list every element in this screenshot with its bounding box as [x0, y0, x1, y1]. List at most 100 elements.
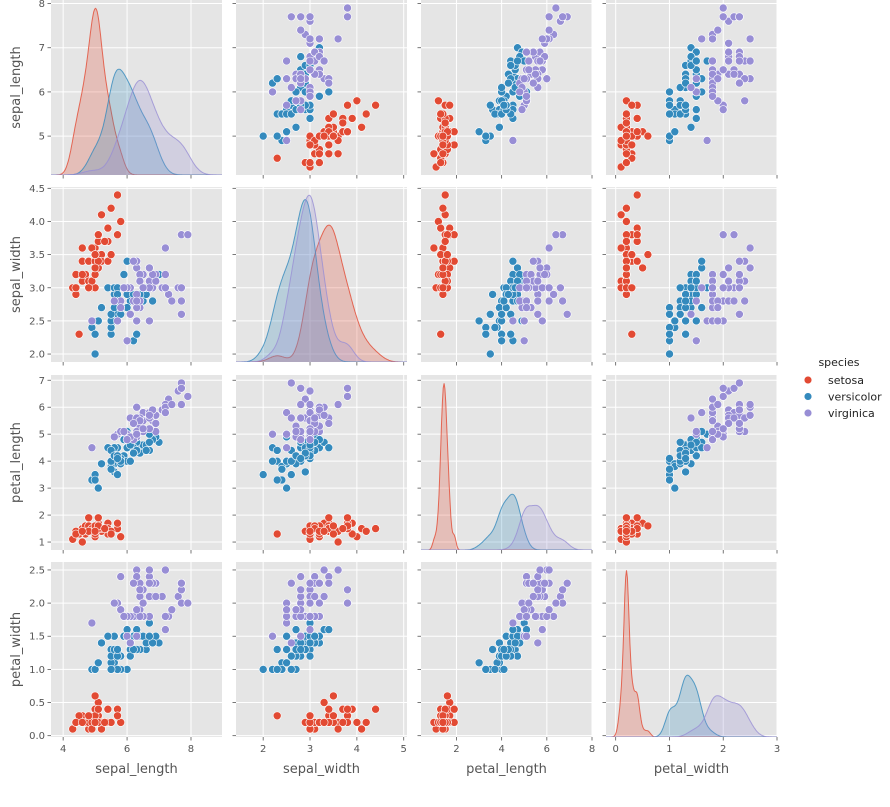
point-virginica — [138, 598, 148, 608]
panel-sepal_width-vs-sepal_width — [232, 187, 407, 366]
point-virginica — [702, 443, 712, 453]
x-tick-label: 2 — [720, 744, 726, 755]
point-setosa — [90, 263, 100, 273]
point-virginica — [522, 631, 531, 641]
point-setosa — [113, 711, 122, 721]
kde-line-virginica — [236, 194, 407, 362]
y-tick-label: 2 — [39, 511, 45, 522]
point-versicolor — [665, 475, 674, 485]
kde-line-setosa — [51, 7, 222, 175]
point-versicolor — [681, 454, 690, 463]
point-virginica — [315, 34, 324, 44]
point-virginica — [132, 402, 141, 412]
point-versicolor — [106, 464, 116, 474]
point-versicolor — [282, 127, 291, 136]
point-virginica — [177, 400, 186, 409]
point-virginica — [729, 383, 739, 393]
x-tick-label: 0 — [612, 744, 618, 755]
point-virginica — [282, 429, 291, 439]
point-virginica — [702, 136, 712, 145]
point-virginica — [724, 47, 733, 57]
point-versicolor — [481, 329, 491, 339]
point-virginica — [291, 605, 301, 615]
point-virginica — [544, 283, 554, 293]
point-setosa — [315, 149, 324, 159]
point-setosa — [324, 513, 334, 523]
point-setosa — [90, 718, 100, 727]
point-versicolor — [499, 296, 509, 306]
point-setosa — [315, 158, 324, 167]
point-virginica — [286, 638, 296, 648]
point-virginica — [718, 424, 728, 434]
point-virginica — [519, 336, 529, 346]
y-tick-label: 5 — [39, 132, 45, 143]
point-setosa — [90, 250, 100, 259]
point-virginica — [562, 578, 572, 588]
point-virginica — [132, 605, 141, 615]
point-virginica — [745, 34, 755, 44]
point-virginica — [718, 392, 728, 401]
point-setosa — [443, 691, 452, 701]
point-virginica — [531, 69, 540, 79]
point-setosa — [84, 711, 93, 721]
point-setosa — [632, 127, 642, 136]
point-setosa — [627, 250, 637, 259]
point-virginica — [542, 74, 552, 83]
point-versicolor — [665, 109, 674, 119]
y-tick-label: 8 — [39, 0, 45, 10]
point-virginica — [126, 309, 135, 319]
point-setosa — [78, 270, 87, 279]
legend-marker-virginica — [803, 408, 813, 418]
point-versicolor — [113, 470, 122, 479]
point-virginica — [745, 243, 755, 253]
point-virginica — [508, 316, 518, 326]
legend-label-virginica: virginica — [828, 407, 875, 420]
point-setosa — [622, 149, 631, 159]
point-setosa — [357, 123, 366, 132]
point-virginica — [122, 336, 132, 346]
x-tick-label: 4 — [354, 744, 360, 755]
point-virginica — [713, 74, 723, 83]
point-setosa — [622, 217, 631, 226]
point-versicolor — [258, 470, 268, 479]
point-setosa — [440, 237, 450, 246]
point-setosa — [84, 283, 93, 293]
point-virginica — [305, 34, 315, 44]
point-setosa — [627, 329, 637, 339]
point-setosa — [103, 704, 113, 714]
point-setosa — [338, 118, 348, 128]
point-virginica — [132, 429, 141, 439]
kde-line-virginica — [606, 695, 777, 737]
point-virginica — [161, 283, 170, 293]
point-versicolor — [675, 437, 685, 447]
panel-sepal_width-vs-petal_length — [417, 187, 593, 366]
panel-sepal_length-vs-sepal_length — [47, 0, 222, 179]
point-versicolor — [126, 456, 135, 466]
point-virginica — [528, 578, 538, 588]
point-setosa — [94, 230, 103, 239]
point-versicolor — [691, 105, 701, 114]
point-versicolor — [272, 665, 282, 674]
point-virginica — [282, 443, 291, 453]
point-virginica — [132, 296, 141, 306]
point-versicolor — [113, 454, 122, 463]
point-setosa — [94, 513, 103, 523]
point-versicolor — [508, 256, 518, 266]
point-virginica — [129, 256, 138, 266]
point-versicolor — [691, 56, 701, 66]
point-virginica — [697, 283, 707, 293]
point-virginica — [343, 3, 352, 13]
y-tick-label: 6 — [39, 87, 45, 98]
point-virginica — [296, 74, 306, 83]
point-virginica — [735, 283, 744, 293]
point-versicolor — [282, 645, 291, 654]
x-tick-label: 6 — [544, 744, 550, 755]
point-virginica — [286, 578, 296, 588]
point-setosa — [436, 329, 446, 339]
point-setosa — [438, 283, 448, 293]
y-tick-label: 1.5 — [29, 632, 45, 643]
point-setosa — [329, 691, 338, 701]
point-versicolor — [686, 123, 696, 132]
point-versicolor — [691, 316, 701, 326]
point-setosa — [113, 518, 122, 528]
